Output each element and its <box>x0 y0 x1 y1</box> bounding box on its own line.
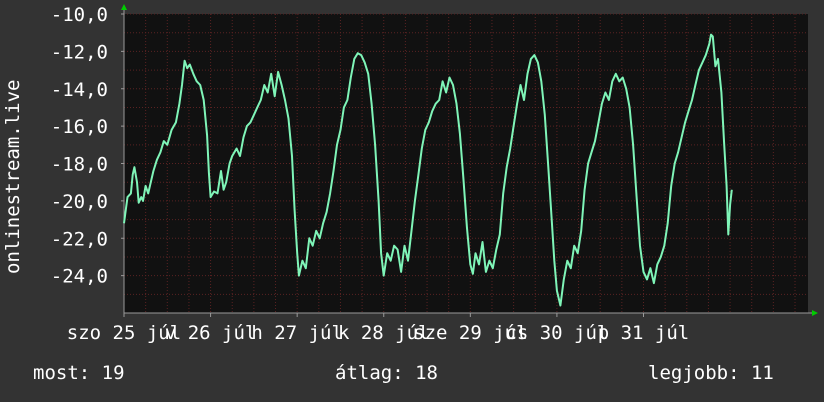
y-tick-label: -12,0 <box>51 41 108 63</box>
x-tick-label: k 28 júl <box>338 322 430 344</box>
series-group <box>123 33 733 307</box>
y-tick-label: -10,0 <box>51 4 108 26</box>
y-tick-label: -16,0 <box>51 116 108 138</box>
x-tick-label: h 27 júl <box>251 322 343 344</box>
x-tick-label: v 26 júl <box>165 322 257 344</box>
y-tick-label: -22,0 <box>51 228 108 250</box>
series-line <box>123 33 733 307</box>
current-value: most: 19 <box>33 362 125 384</box>
average-value: átlag: 18 <box>335 362 438 384</box>
x-tick-label: cs 30 júl <box>505 322 608 344</box>
y-tick-label: -20,0 <box>51 191 108 213</box>
y-tick-label: -24,0 <box>51 266 108 288</box>
x-tick-label: szo 25 júl <box>67 322 181 344</box>
best-value: legjobb: 11 <box>648 362 774 384</box>
x-axis-arrow <box>812 310 818 316</box>
x-tick-label: sze 29 júl <box>413 322 527 344</box>
y-tick-label: -18,0 <box>51 154 108 176</box>
y-axis-arrow <box>121 4 127 10</box>
y-axis-label: onlinestream.live <box>2 80 24 274</box>
x-tick-label: p 31 júl <box>598 322 690 344</box>
y-axis-ticks: -10,0 -12,0 -14,0 -16,0 -18,0 -20,0 -22,0 -24,0 <box>51 4 124 288</box>
y-tick-label: -14,0 <box>51 79 108 101</box>
axes <box>121 4 818 316</box>
